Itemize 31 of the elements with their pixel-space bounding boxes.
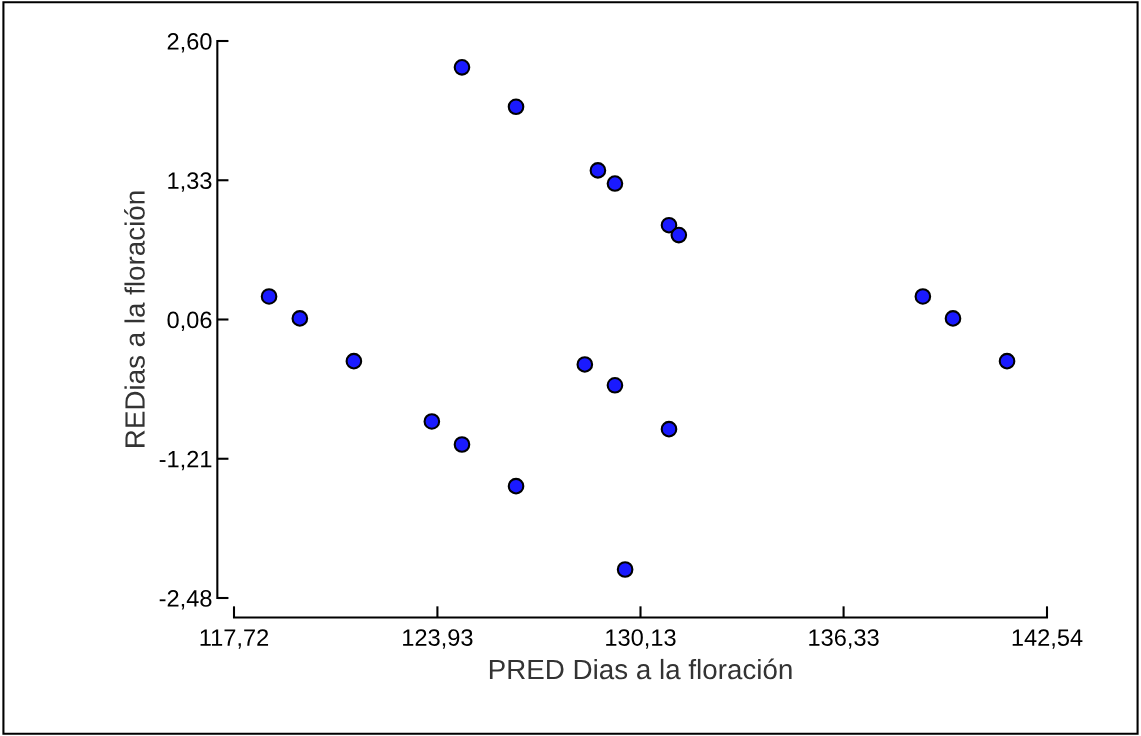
y-axis-title: REDias a la floración [124,191,145,447]
point [944,310,962,327]
point [507,98,525,116]
y-tick-label: -2,48 [159,590,212,610]
point [660,216,678,234]
point [345,352,363,370]
x-tick-label: 123,93 [403,629,473,649]
y-tick-label: 0,06 [167,311,212,332]
y-tick-label: 1,33 [168,172,212,192]
point [576,356,594,373]
point [453,436,471,453]
x-axis-title: PRED Dias a la floración [489,658,792,680]
y-tick-label: -1,21 [159,450,212,471]
point [606,376,624,394]
x-tick-label: 117,72 [200,629,269,649]
point [606,175,624,192]
point [260,288,278,305]
x-tick-label: 130,13 [606,629,676,649]
point [423,413,441,430]
point [660,420,678,438]
point [291,310,309,327]
point [914,288,932,305]
point [616,561,634,578]
point [453,58,471,76]
y-tick-label: 2,60 [167,33,212,53]
point [507,477,525,495]
x-tick-label: 142,54 [1012,629,1083,649]
point [998,352,1016,370]
x-tick-label: 136,33 [809,629,879,649]
point [670,226,688,244]
point [589,162,607,179]
